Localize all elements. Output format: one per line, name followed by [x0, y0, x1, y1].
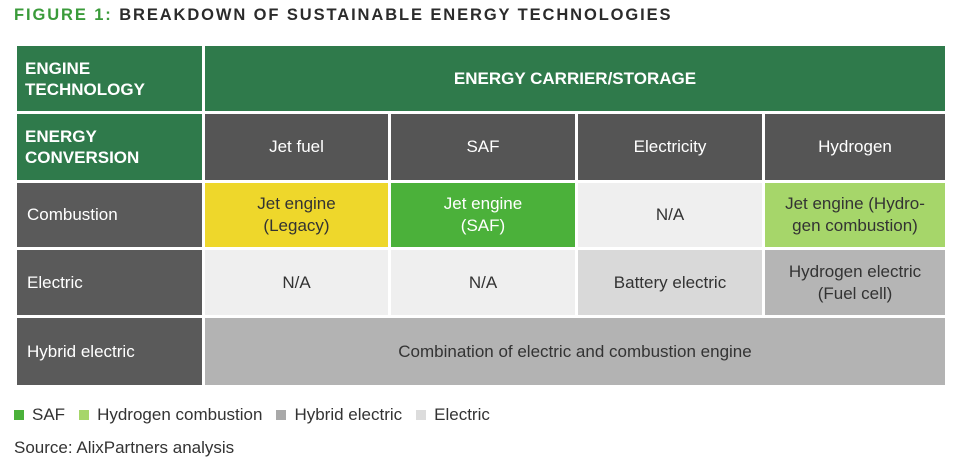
cell-electric-electricity: Battery electric	[575, 247, 765, 318]
legend-label: Hybrid electric	[294, 405, 403, 424]
cell-text: gen combustion)	[792, 216, 918, 235]
legend-swatch	[276, 410, 287, 420]
column-header-jet-fuel: Jet fuel	[202, 111, 391, 183]
cell-combustion-saf: Jet engine (SAF)	[388, 180, 578, 250]
legend-item-hydrogen-combustion: Hydrogen combustion	[79, 405, 262, 425]
energy-conversion-header: ENERGY CONVERSION	[14, 111, 205, 183]
source-note: Source: AlixPartners analysis	[14, 438, 235, 457]
legend-item-hybrid-electric: Hybrid electric	[276, 405, 402, 425]
legend-label: Electric	[434, 405, 490, 424]
cell-text: (Fuel cell)	[817, 283, 893, 303]
technology-table: ENGINE TECHNOLOGY ENERGY CARRIER/STORAGE…	[14, 43, 948, 388]
row-label-electric: Electric	[14, 247, 205, 318]
table-row-electric: Electric N/A N/A Battery electric Hydrog…	[14, 247, 948, 318]
cell-electric-hydrogen: Hydrogen electric (Fuel cell)	[762, 247, 948, 318]
legend-item-electric: Electric	[416, 405, 490, 425]
cell-text: Jet engine	[257, 194, 336, 213]
engine-technology-line2: TECHNOLOGY	[25, 79, 145, 99]
energy-conversion-line2: CONVERSION	[25, 148, 140, 167]
cell-electric-jet-fuel: N/A	[202, 247, 391, 318]
cell-text: Hydrogen electric	[788, 261, 922, 281]
figure-title-text: BREAKDOWN OF SUSTAINABLE ENERGY TECHNOLO…	[119, 6, 673, 24]
legend-swatch	[14, 410, 24, 420]
row-label-hybrid: Hybrid electric	[14, 315, 205, 388]
column-header-saf: SAF	[388, 111, 578, 183]
legend-label: SAF	[32, 405, 66, 424]
energy-carrier-header: ENERGY CARRIER/STORAGE	[202, 43, 948, 114]
engine-technology-line1: ENGINE	[25, 58, 91, 78]
legend-swatch	[416, 410, 427, 420]
cell-text: Jet engine	[443, 194, 523, 213]
cell-text: (SAF)	[460, 216, 506, 235]
column-header-electricity: Electricity	[575, 111, 765, 183]
legend-swatch	[79, 410, 90, 420]
legend-label: Hydrogen combustion	[97, 405, 263, 424]
row-label-combustion: Combustion	[14, 180, 205, 250]
cell-combustion-hydrogen: Jet engine (Hydro- gen combustion)	[762, 180, 948, 250]
table-row-hybrid: Hybrid electric Combination of electric …	[14, 315, 948, 388]
engine-technology-header: ENGINE TECHNOLOGY	[14, 43, 205, 114]
figure-label: FIGURE 1:	[14, 6, 113, 24]
cell-hybrid-combined: Combination of electric and combustion e…	[202, 315, 948, 388]
cell-text: Jet engine (Hydro-	[785, 194, 925, 213]
legend: SAF Hydrogen combustion Hybrid electric …	[14, 405, 504, 425]
legend-item-saf: SAF	[14, 405, 65, 425]
energy-conversion-line1: ENERGY	[25, 127, 97, 146]
column-header-hydrogen: Hydrogen	[762, 111, 948, 183]
cell-combustion-jet-fuel: Jet engine (Legacy)	[202, 180, 391, 250]
figure-title: FIGURE 1: BREAKDOWN OF SUSTAINABLE ENERG…	[14, 6, 672, 25]
cell-combustion-electricity: N/A	[575, 180, 765, 250]
table-row-combustion: Combustion Jet engine (Legacy) Jet engin…	[14, 180, 948, 250]
cell-electric-saf: N/A	[388, 247, 578, 318]
cell-text: (Legacy)	[263, 216, 330, 235]
